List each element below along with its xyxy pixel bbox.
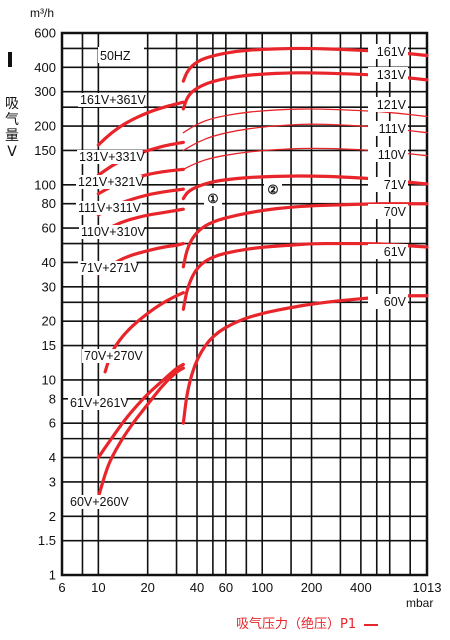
y-tick-label: 40 <box>42 255 56 270</box>
series-label-bg <box>368 244 408 259</box>
series-label-bg <box>368 67 408 82</box>
combo-label: 161V+361V <box>80 93 146 107</box>
series-label: 111V <box>379 122 407 136</box>
series-label-bg <box>368 121 408 136</box>
plot-frame <box>60 31 429 577</box>
marker-bg <box>264 179 282 197</box>
series-label: 131V <box>377 68 407 82</box>
combo-label-bg <box>78 261 137 275</box>
series-label: 71V <box>384 178 407 192</box>
y-tick-label: 200 <box>34 119 56 134</box>
series-label: 60V <box>384 295 407 309</box>
combo-label-bg <box>68 495 127 509</box>
curve-60V-260V <box>96 366 185 499</box>
y-tick-label: 300 <box>34 84 56 99</box>
y-tick-label: 600 <box>34 26 56 41</box>
y-tick-label: 15 <box>42 338 56 353</box>
curve-70V <box>181 202 429 269</box>
curve-131V <box>181 71 429 111</box>
y-tick-label: 2 <box>49 509 56 524</box>
series-label: 61V <box>384 245 407 259</box>
x-tick-label: 10 <box>91 580 105 595</box>
tick-labels: 1 1.5 2 3 4 6 8 10 15 20 30 40 60 80 100 150 200 300 400 60… <box>30 6 441 610</box>
series-label-bg <box>368 44 408 59</box>
y-axis-symbol-bar <box>8 52 12 67</box>
series-label: 161V <box>377 45 407 59</box>
y-tick-label: 6 <box>49 416 56 431</box>
curve-61V <box>181 241 429 311</box>
frequency-label: 50HZ <box>100 49 131 63</box>
y-tick-label: 60 <box>42 221 56 236</box>
series-label: 121V <box>377 98 407 112</box>
y-axis-title-char: V <box>7 144 17 160</box>
y-tick-label: 1 <box>49 568 56 583</box>
curve-61V-261V <box>96 362 185 460</box>
marker-bg <box>204 188 222 206</box>
combo-label-bg <box>78 93 144 107</box>
y-tick-label: 30 <box>42 279 56 294</box>
series-label-bg <box>368 177 408 192</box>
combo-label: 111V+311V <box>78 201 142 215</box>
y-axis-title-char: 量 <box>5 128 19 144</box>
y-tick-label: 3 <box>49 474 56 489</box>
series-label-bg <box>368 204 408 219</box>
curves <box>96 46 429 499</box>
series-label-bg <box>368 147 408 162</box>
combo-label-bg <box>82 349 141 363</box>
combo-label-bg <box>76 201 142 215</box>
x-tick-label: 6 <box>58 580 65 595</box>
x-tick-label: 40 <box>190 580 204 595</box>
combo-label: 121V+321V <box>78 175 144 189</box>
combo-label-bg <box>76 175 142 189</box>
y-axis-title-char: 气 <box>5 112 19 128</box>
x-tick-label: 20 <box>140 580 154 595</box>
x-axis-legend-dash <box>364 623 379 626</box>
combo-label: 71V+271V <box>80 261 139 275</box>
combo-label-bg <box>79 225 145 239</box>
series-label-bg <box>368 294 408 309</box>
curve-71V <box>181 174 429 201</box>
y-tick-label: 100 <box>34 177 56 192</box>
x-tick-label: 1013 <box>413 580 442 595</box>
combo-label: 61V+261V <box>70 396 129 410</box>
curve-161V-361V <box>96 100 185 147</box>
y-tick-label: 20 <box>42 314 56 329</box>
x-axis-title: 吸气压力（绝压）P1 <box>236 613 379 632</box>
curve-60V <box>181 294 429 425</box>
y-axis-title-char: 吸 <box>5 96 19 112</box>
combo-label: 70V+270V <box>84 349 143 363</box>
x-tick-label: 60 <box>219 580 233 595</box>
combo-label: 60V+260V <box>70 495 129 509</box>
series-label-bg <box>368 97 408 112</box>
y-unit-label: m³/h <box>30 6 54 20</box>
series-label: 70V <box>384 205 407 219</box>
series-labels: 161V 131V 121V 111V 110V 71V 70V 61V 60V 161V+361… <box>68 44 408 509</box>
y-tick-label: 4 <box>49 450 56 465</box>
y-tick-label: 1.5 <box>38 533 56 548</box>
x-tick-label: 200 <box>301 580 323 595</box>
marker-label: ① <box>207 192 218 206</box>
frequency-label-bg <box>98 47 144 63</box>
y-tick-label: 10 <box>42 372 56 387</box>
combo-label-bg <box>77 150 143 164</box>
combo-label-bg <box>68 396 127 410</box>
curve-161V <box>181 46 429 83</box>
x-tick-label: 400 <box>350 580 372 595</box>
combo-label: 110V+310V <box>81 225 146 239</box>
series-label: 110V <box>378 148 407 162</box>
y-tick-label: 400 <box>34 60 56 75</box>
x-axis-title-text: 吸气压力（绝压）P1 <box>236 617 357 632</box>
y-tick-label: 150 <box>34 143 56 158</box>
x-unit-label: mbar <box>406 596 433 610</box>
combo-label: 131V+331V <box>79 150 145 164</box>
y-tick-label: 8 <box>49 391 56 406</box>
y-tick-label: 80 <box>42 196 56 211</box>
marker-label: ② <box>267 183 278 197</box>
x-tick-label: 100 <box>251 580 273 595</box>
